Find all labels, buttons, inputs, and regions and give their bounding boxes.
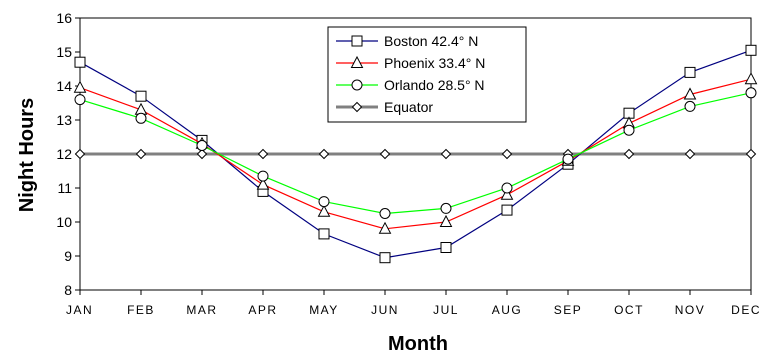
circle-marker xyxy=(74,94,86,106)
series-line xyxy=(79,49,752,259)
circle-marker xyxy=(379,208,391,219)
diamond-marker xyxy=(623,148,635,160)
square-marker xyxy=(135,90,147,102)
diamond-marker xyxy=(440,148,452,160)
x-tick-label: DEC xyxy=(731,303,761,317)
circle-marker xyxy=(562,153,574,165)
diamond-marker xyxy=(745,148,757,160)
circle-marker xyxy=(623,124,635,136)
triangle-marker xyxy=(744,72,758,85)
legend-label: Phoenix 33.4° N xyxy=(384,55,485,71)
y-tick-label: 16 xyxy=(56,10,72,26)
y-tick-label: 9 xyxy=(64,248,72,264)
circle-marker xyxy=(745,87,757,99)
diamond-marker xyxy=(501,148,513,160)
square-marker xyxy=(379,252,391,264)
y-tick-label: 13 xyxy=(56,112,72,128)
square-marker xyxy=(745,44,757,56)
square-marker xyxy=(440,242,452,253)
y-axis-title: Night Hours xyxy=(16,98,38,212)
legend-label: Orlando 28.5° N xyxy=(384,77,485,93)
legend-entry: Equator xyxy=(336,99,433,115)
diamond-marker xyxy=(351,101,363,113)
circle-marker xyxy=(257,170,269,182)
square-marker xyxy=(74,56,86,68)
circle-marker xyxy=(501,182,513,194)
x-tick-label: OCT xyxy=(614,303,644,317)
diamond-marker xyxy=(196,148,208,160)
square-marker xyxy=(318,228,330,240)
diamond-marker xyxy=(257,148,269,160)
series-square xyxy=(74,44,757,264)
x-tick-label: JAN xyxy=(66,303,93,317)
triangle-marker xyxy=(256,177,270,190)
x-axis: JAN FEB MAR APR MAY JUN JUL AUG SEP OCT NOV DEC xyxy=(66,290,761,317)
diamond-marker xyxy=(318,148,330,160)
x-tick-label: JUL xyxy=(433,303,459,317)
x-tick-label: MAR xyxy=(186,303,217,317)
circle-marker xyxy=(351,79,363,91)
triangle-marker xyxy=(350,55,364,68)
series-circle xyxy=(74,87,757,219)
diamond-marker xyxy=(379,148,391,160)
legend-label: Boston 42.4° N xyxy=(384,33,478,49)
x-tick-label: MAY xyxy=(309,303,339,317)
triangle-marker xyxy=(378,221,392,234)
legend-label: Equator xyxy=(384,99,433,115)
x-tick-label: NOV xyxy=(675,303,706,317)
x-tick-label: SEP xyxy=(554,303,583,317)
y-tick-label: 12 xyxy=(56,146,72,162)
triangle-marker xyxy=(683,87,697,100)
y-axis: 8 9 10 11 12 13 14 15 16 xyxy=(56,10,80,298)
diamond-marker xyxy=(135,148,147,160)
triangle-marker xyxy=(500,187,514,200)
diamond-marker xyxy=(684,148,696,160)
triangle-marker xyxy=(317,204,331,217)
square-marker xyxy=(684,66,696,78)
x-tick-label: AUG xyxy=(492,303,523,317)
y-tick-label: 10 xyxy=(56,214,72,230)
y-tick-label: 14 xyxy=(56,78,72,94)
y-tick-label: 8 xyxy=(64,282,72,298)
x-tick-label: JUN xyxy=(371,303,399,317)
diamond-marker xyxy=(74,148,86,160)
x-tick-label: APR xyxy=(248,303,277,317)
legend-entry: Orlando 28.5° N xyxy=(336,77,485,93)
y-tick-label: 11 xyxy=(57,180,72,196)
x-tick-label: FEB xyxy=(127,303,155,317)
series-line xyxy=(79,78,752,230)
series-line xyxy=(79,92,752,215)
square-marker xyxy=(351,35,363,47)
y-tick-label: 15 xyxy=(56,44,72,60)
circle-marker xyxy=(684,100,696,112)
circle-marker xyxy=(318,196,330,208)
circle-marker xyxy=(196,140,208,151)
square-marker xyxy=(501,204,513,216)
circle-marker xyxy=(135,112,147,124)
legend-entry: Phoenix 33.4° N xyxy=(336,55,485,71)
triangle-marker xyxy=(73,80,87,93)
triangle-marker xyxy=(439,214,453,227)
circle-marker xyxy=(440,202,452,214)
x-axis-title: Month xyxy=(388,333,448,355)
legend-entry: Boston 42.4° N xyxy=(336,33,478,49)
series-layer xyxy=(73,44,758,264)
legend: Boston 42.4° N Phoenix 33.4° N Orlando 28.… xyxy=(327,26,527,123)
